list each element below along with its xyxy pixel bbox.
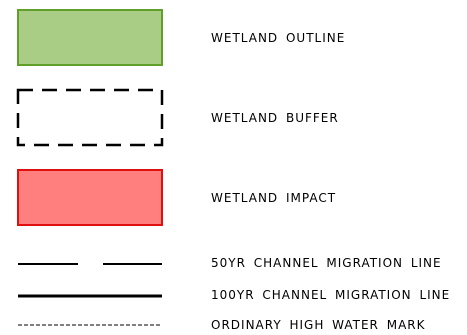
- wetland-impact-swatch: [17, 169, 163, 226]
- wetland-outline-label: WETLAND OUTLINE: [211, 31, 346, 45]
- wetland-buffer-label: WETLAND BUFFER: [211, 111, 339, 125]
- 100yr-channel-migration-line-label: 100YR CHANNEL MIGRATION LINE: [211, 288, 451, 302]
- wetland-buffer-swatch: [16, 88, 164, 147]
- 50yr-channel-migration-line-label: 50YR CHANNEL MIGRATION LINE: [211, 256, 442, 270]
- wetland-outline-swatch: [17, 9, 163, 66]
- ordinary-high-water-mark-label: ORDINARY HIGH WATER MARK: [211, 318, 426, 332]
- wetland-impact-label: WETLAND IMPACT: [211, 191, 337, 205]
